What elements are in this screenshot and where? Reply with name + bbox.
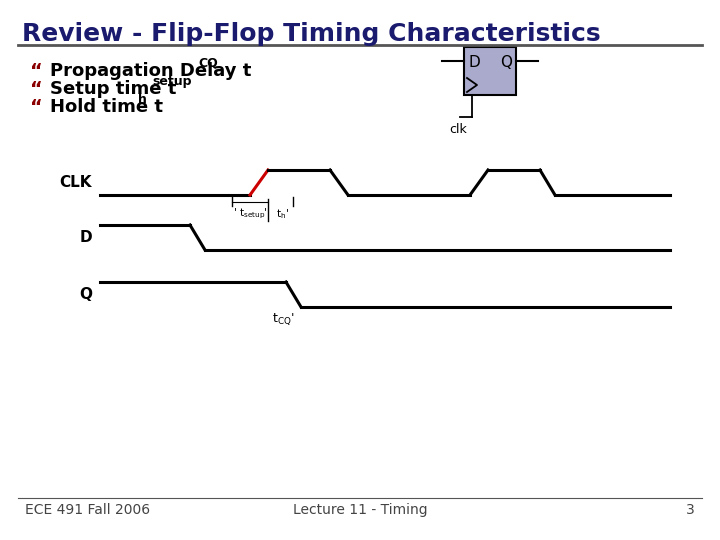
Text: “: “ bbox=[30, 80, 42, 99]
Text: ' t$_\mathregular{setup}$': ' t$_\mathregular{setup}$' bbox=[233, 207, 267, 221]
Text: t$_\mathregular{CQ}$': t$_\mathregular{CQ}$' bbox=[272, 311, 294, 327]
Text: Q: Q bbox=[500, 55, 512, 70]
Text: D: D bbox=[469, 55, 481, 70]
Text: CLK: CLK bbox=[60, 175, 92, 190]
Text: t$_\mathregular{h}$': t$_\mathregular{h}$' bbox=[276, 207, 289, 221]
Text: Q: Q bbox=[79, 287, 92, 302]
Text: 3: 3 bbox=[686, 503, 695, 517]
Text: Lecture 11 - Timing: Lecture 11 - Timing bbox=[293, 503, 427, 517]
Text: “: “ bbox=[30, 62, 42, 81]
Text: Review - Flip-Flop Timing Characteristics: Review - Flip-Flop Timing Characteristic… bbox=[22, 22, 600, 46]
Text: “: “ bbox=[30, 98, 42, 117]
Bar bbox=[464, 47, 516, 95]
Text: ECE 491 Fall 2006: ECE 491 Fall 2006 bbox=[25, 503, 150, 517]
Text: Setup time t: Setup time t bbox=[50, 80, 176, 98]
Text: h: h bbox=[138, 93, 147, 106]
Text: Propagation Delay t: Propagation Delay t bbox=[50, 62, 251, 80]
Text: setup: setup bbox=[152, 75, 192, 88]
Text: clk: clk bbox=[449, 123, 467, 136]
Text: Hold time t: Hold time t bbox=[50, 98, 163, 116]
Text: CQ: CQ bbox=[198, 57, 217, 70]
Text: D: D bbox=[79, 230, 92, 245]
